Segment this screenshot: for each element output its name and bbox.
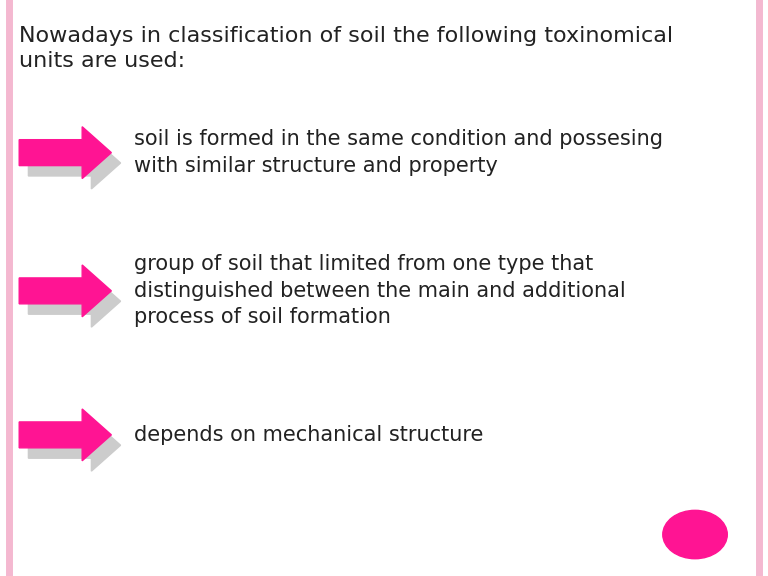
FancyArrow shape — [19, 127, 111, 179]
FancyArrow shape — [28, 275, 121, 327]
Text: depends on mechanical structure: depends on mechanical structure — [134, 425, 484, 445]
Text: soil is formed in the same condition and possesing
with similar structure and pr: soil is formed in the same condition and… — [134, 130, 664, 176]
Text: Nowadays in classification of soil the following toxinomical
units are used:: Nowadays in classification of soil the f… — [19, 26, 674, 71]
FancyArrow shape — [19, 409, 111, 461]
Text: group of soil that limited from one type that
distinguished between the main and: group of soil that limited from one type… — [134, 255, 626, 327]
FancyArrow shape — [28, 419, 121, 471]
Circle shape — [663, 510, 727, 559]
FancyArrow shape — [19, 265, 111, 317]
FancyArrow shape — [28, 137, 121, 189]
